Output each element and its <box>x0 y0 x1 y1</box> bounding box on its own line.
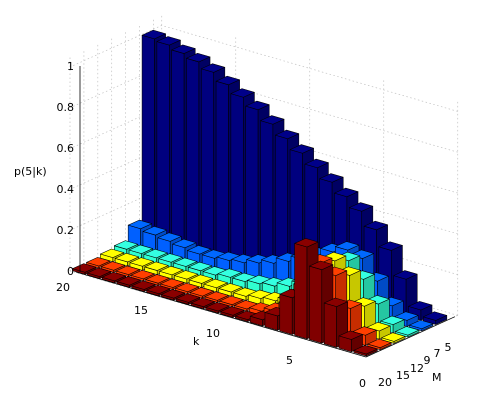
bar <box>409 319 434 332</box>
m-tick-label: 5 <box>445 341 452 354</box>
m-tick-label: 12 <box>410 362 424 375</box>
bar <box>86 257 111 269</box>
z-axis-ticks: 0 0.2 0.4 0.6 0.8 1 <box>57 60 75 278</box>
m-tick-label: 20 <box>378 376 392 389</box>
k-axis-ticks: 20 15 10 5 0 <box>56 281 366 390</box>
k-tick-label: 5 <box>286 354 293 367</box>
bar <box>161 289 186 301</box>
bars <box>72 29 448 357</box>
bar <box>353 345 378 357</box>
m-axis-line <box>365 316 456 358</box>
axes <box>75 66 456 358</box>
m-axis-ticks: 20 15 12 9 7 5 <box>378 341 452 389</box>
m-tick-label: 7 <box>434 347 441 360</box>
z-tick-label: 0.4 <box>57 183 75 196</box>
k-axis-line <box>75 271 367 358</box>
k-axis-label: k <box>193 335 200 348</box>
z-tick-label: 0.8 <box>57 101 75 114</box>
m-axis-label: M <box>432 371 442 384</box>
k-tick-label: 20 <box>56 281 70 294</box>
m-tick-label: 15 <box>396 369 410 382</box>
z-tick-label: 0.6 <box>57 142 75 155</box>
z-tick-label: 0.2 <box>57 224 75 237</box>
k-tick-label: 0 <box>359 377 366 390</box>
m-tick-label: 9 <box>424 354 431 367</box>
k-tick-label: 15 <box>134 304 148 317</box>
bar <box>116 276 141 288</box>
k-tick-label: 10 <box>206 327 220 340</box>
bar <box>395 326 420 338</box>
z-tick-label: 1 <box>67 60 74 73</box>
bar <box>422 311 448 325</box>
z-tick-label: 0 <box>67 265 74 278</box>
bar <box>381 332 406 344</box>
z-axis-label: p(5|k) <box>14 165 47 178</box>
grid-line <box>69 25 458 112</box>
